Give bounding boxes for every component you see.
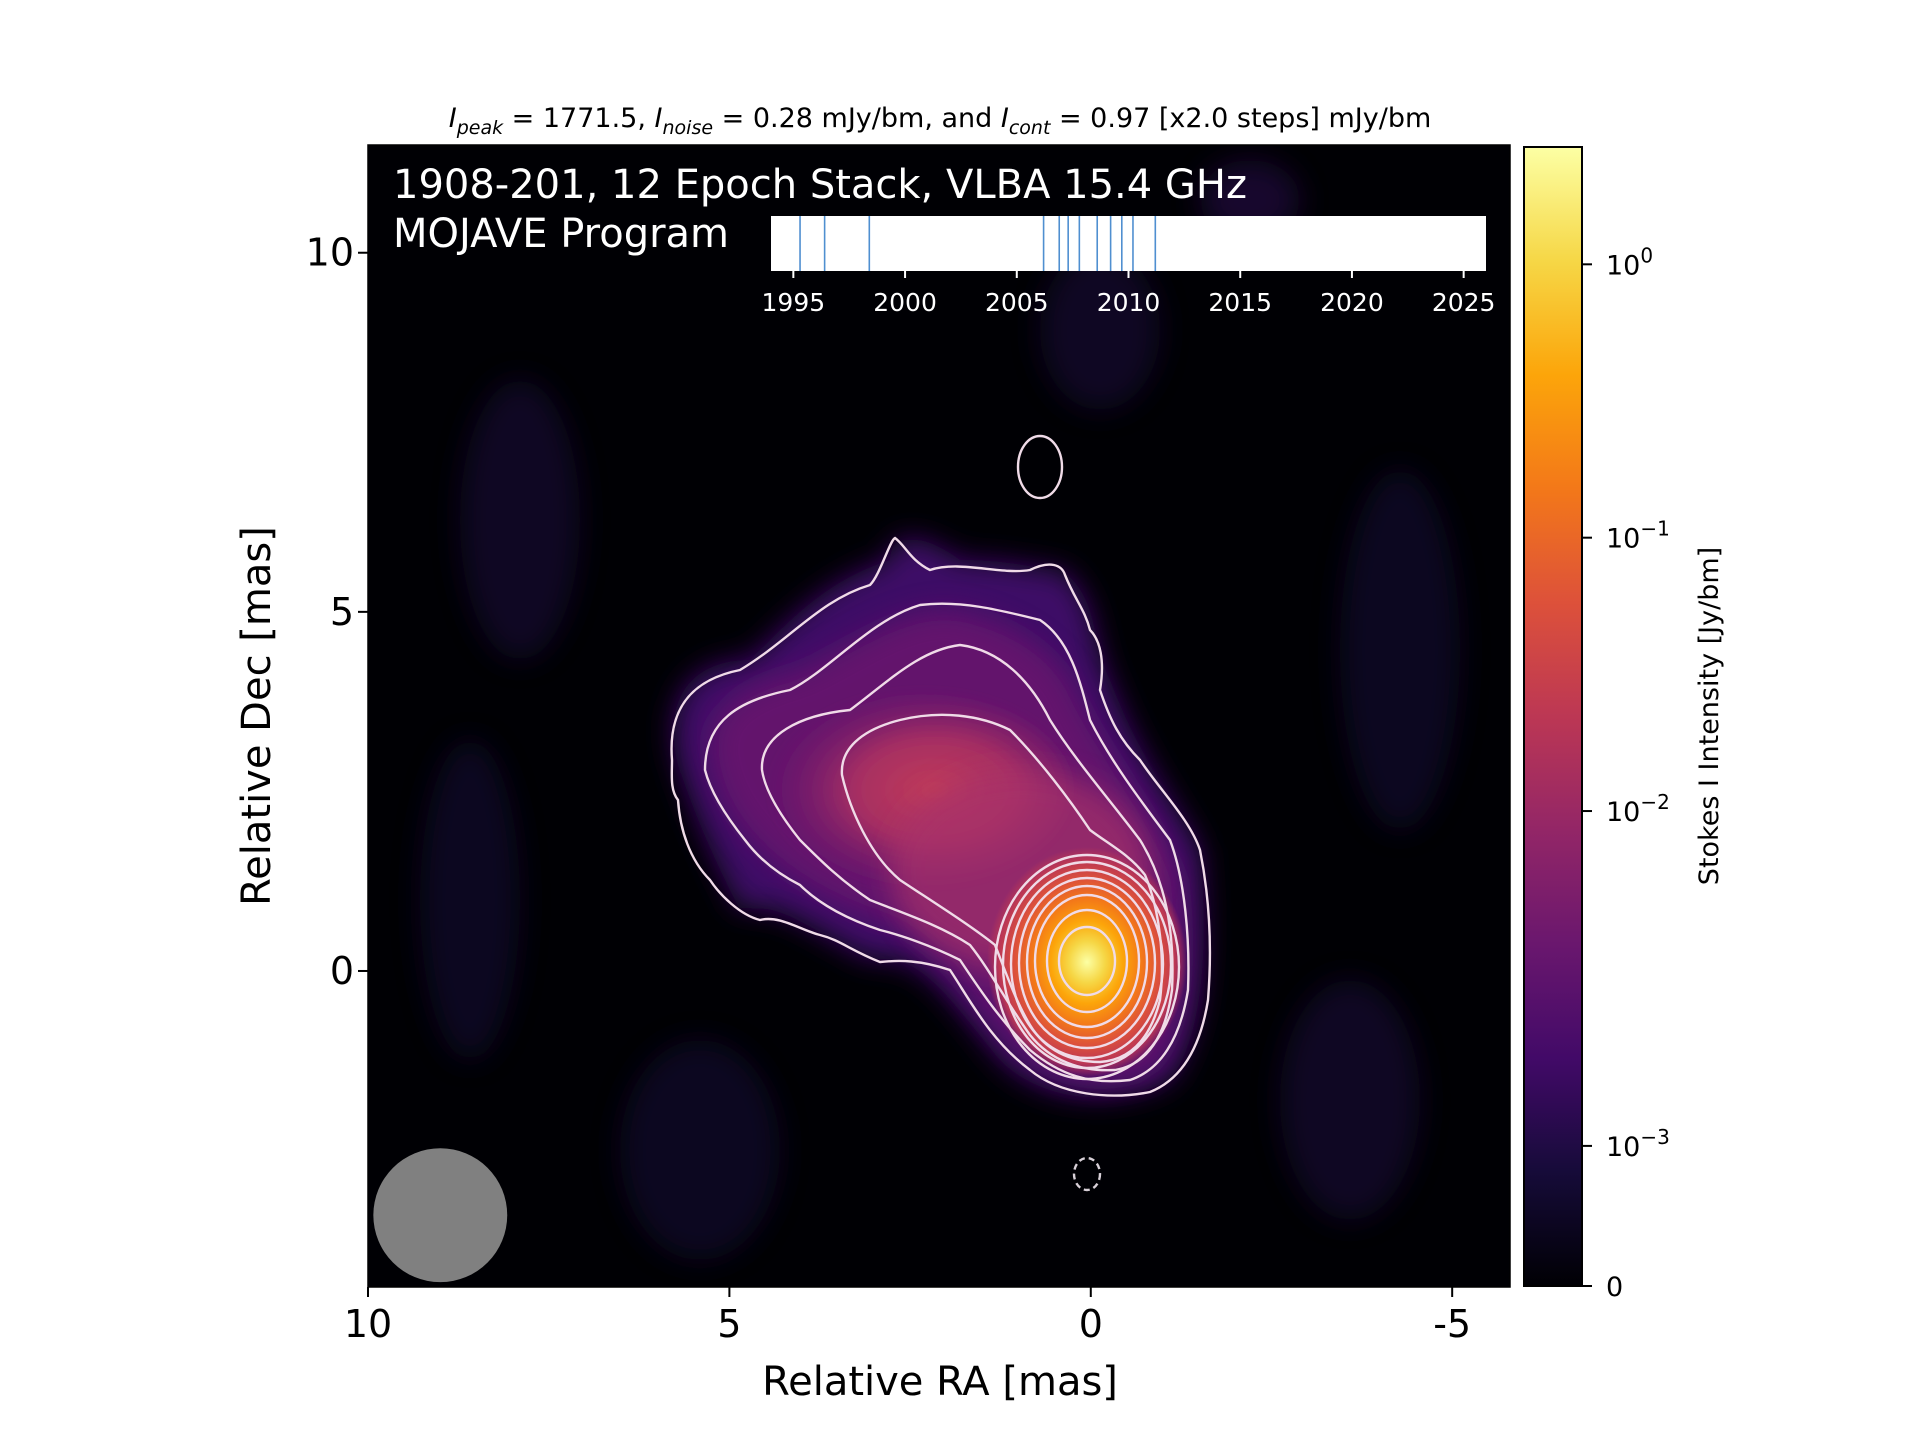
timeline-tick-label: 2020 bbox=[1320, 288, 1384, 317]
colorbar: 100 10−1 10−2 10−3 0 Stokes I Intensity [Jy/… bbox=[1523, 146, 1725, 1303]
contour-7 bbox=[1009, 868, 1165, 1060]
beam-layer bbox=[373, 1148, 508, 1283]
timeline-box bbox=[771, 216, 1486, 271]
contour-10 bbox=[1033, 893, 1141, 1029]
timeline-ticks: 1995 2000 2005 2010 2015 2020 2025 bbox=[762, 271, 1496, 317]
contour-6 bbox=[1001, 860, 1173, 1070]
plot-title-line1: 1908-201, 12 Epoch Stack, VLBA 15.4 GHz bbox=[393, 162, 1247, 208]
core bbox=[987, 847, 1187, 1077]
stats-header: Ipeak = 1771.5, Inoise = 0.28 mJy/bm, an… bbox=[449, 103, 1432, 139]
contour-4 bbox=[840, 713, 1164, 1064]
x-tick-label: 10 bbox=[344, 1302, 392, 1346]
x-tick-label: 0 bbox=[1079, 1302, 1103, 1346]
colorbar-tick-label: 10−1 bbox=[1606, 517, 1670, 555]
plot-title-line2: MOJAVE Program bbox=[393, 211, 729, 257]
colorbar-tick-label: 10−3 bbox=[1606, 1125, 1670, 1163]
image-panel bbox=[368, 145, 1510, 1287]
x-tick-label: 5 bbox=[717, 1302, 741, 1346]
contour-1 bbox=[670, 536, 1212, 1097]
timeline-tick-label: 2005 bbox=[985, 288, 1049, 317]
colorbar-label: Stokes I Intensity [Jy/bm] bbox=[1694, 547, 1725, 885]
contour-2 bbox=[703, 602, 1190, 1083]
contour-5 bbox=[993, 853, 1181, 1081]
y-axis-label: Relative Dec [mas] bbox=[234, 526, 280, 906]
y-axis: 10 5 0 bbox=[306, 231, 368, 993]
timeline-tick-label: 1995 bbox=[762, 288, 826, 317]
contour-8 bbox=[1017, 876, 1157, 1050]
timeline-tick-label: 2025 bbox=[1432, 288, 1496, 317]
colorbar-ticks: 100 10−1 10−2 10−3 0 bbox=[1582, 243, 1670, 1303]
beam-ellipse bbox=[373, 1148, 508, 1283]
x-axis: 10 5 0 -5 bbox=[344, 1287, 1471, 1346]
contour-11 bbox=[1045, 908, 1129, 1014]
colorbar-fill bbox=[1524, 147, 1582, 1286]
contour-9 bbox=[1025, 884, 1149, 1040]
contour-12 bbox=[1057, 925, 1117, 997]
timeline-tick-label: 2010 bbox=[1097, 288, 1161, 317]
y-tick-label: 5 bbox=[330, 590, 354, 634]
colorbar-tick-label: 0 bbox=[1606, 1272, 1623, 1303]
x-tick-label: -5 bbox=[1433, 1302, 1471, 1346]
colorbar-tick-label: 100 bbox=[1606, 243, 1653, 281]
negative-contour bbox=[1072, 1156, 1102, 1192]
y-tick-label: 0 bbox=[330, 949, 354, 993]
y-tick-label: 10 bbox=[306, 231, 354, 275]
x-axis-label: Relative RA [mas] bbox=[762, 1359, 1118, 1405]
isolated-contour bbox=[1016, 434, 1064, 500]
epoch-timeline: 1995 2000 2005 2010 2015 2020 2025 bbox=[762, 216, 1496, 317]
epoch-lines bbox=[799, 216, 1157, 271]
contour-3 bbox=[760, 643, 1174, 1072]
colorbar-frame bbox=[1523, 146, 1583, 1287]
colorbar-tick-label: 10−2 bbox=[1606, 790, 1670, 828]
contours bbox=[670, 434, 1212, 1192]
plot-frame bbox=[367, 144, 1511, 1288]
timeline-tick-label: 2015 bbox=[1208, 288, 1272, 317]
timeline-tick-label: 2000 bbox=[873, 288, 937, 317]
